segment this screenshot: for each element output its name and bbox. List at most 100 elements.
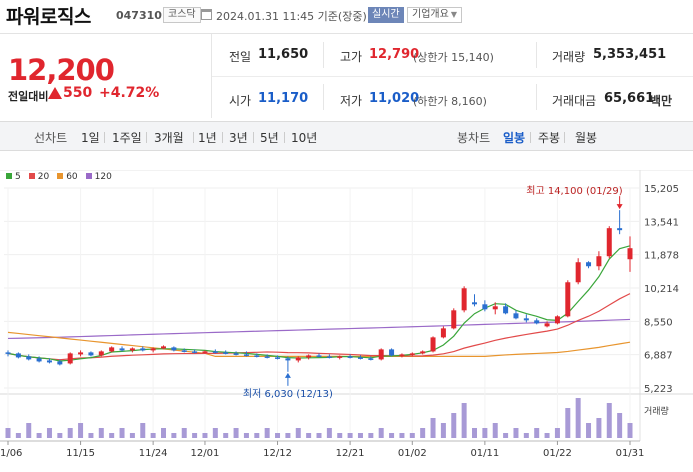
period-5y[interactable]: 5년 [260, 131, 279, 145]
stock-header: 파워로직스 047310 코스닥 2024.01.31 11:45 기준(장중)… [0, 0, 693, 30]
candle-monthly[interactable]: 월봉 [575, 131, 598, 145]
y-tick-label: 8,550 [644, 317, 673, 328]
upper-limit: (상한가 15,140) [413, 51, 494, 64]
candle-body [337, 356, 343, 358]
candle-body [399, 354, 405, 356]
candle-body [523, 318, 529, 321]
volume-bar [129, 433, 135, 438]
separator [530, 132, 531, 143]
high-label: 고가 [340, 50, 363, 64]
candle-body [534, 320, 540, 324]
quote-panel: 12,200 전일대비 550 +4.72% 전일 11,650 시가 11,1… [0, 33, 693, 118]
prev-close-label: 전일 [229, 50, 252, 64]
legend-label: 5 [15, 172, 21, 182]
legend-label: 20 [37, 172, 50, 182]
candle-body [389, 349, 395, 356]
volume-bar [586, 423, 592, 438]
volume-bar [565, 408, 571, 438]
candle-daily[interactable]: 일봉 [503, 131, 526, 145]
candle-body [140, 348, 146, 351]
stock-code: 047310 [116, 9, 162, 22]
candle-body [440, 328, 446, 338]
volume-bar [326, 428, 332, 438]
candle-body [181, 350, 187, 352]
prev-close-value: 11,650 [258, 47, 309, 62]
legend-item-ma5: 5 [6, 172, 21, 182]
volume-label: 거래량 [552, 50, 586, 64]
volume-bar [140, 423, 146, 438]
line-chart-label: 선차트 [34, 131, 68, 145]
low-label: 저가 [340, 94, 363, 108]
candle-body [513, 313, 519, 319]
legend-item-ma20: 20 [28, 172, 50, 182]
y-tick-label: 10,214 [644, 284, 679, 295]
volume-bar [523, 433, 529, 438]
period-3y[interactable]: 3년 [229, 131, 248, 145]
company-info-dropdown[interactable]: 기업개요 ▼ [407, 7, 462, 23]
volume-bar [617, 413, 623, 438]
volume-bar [243, 433, 249, 438]
candle-body [544, 323, 550, 327]
candle-body [26, 356, 32, 360]
lower-limit: (하한가 8,160) [413, 95, 487, 108]
volume-bar [181, 428, 187, 438]
candle-body [627, 248, 633, 260]
realtime-button[interactable]: 실시간 [368, 7, 404, 23]
candle-body [15, 353, 21, 358]
high-arrow-head [616, 204, 623, 210]
period-1y[interactable]: 1년 [198, 131, 217, 145]
ma5-line [7, 245, 631, 362]
market-badge: 코스닥 [163, 7, 201, 23]
volume-bar [275, 433, 281, 438]
volume-bar [192, 433, 198, 438]
candle-body [67, 353, 73, 364]
candle-body [46, 360, 52, 363]
ma20-line [7, 293, 631, 361]
volume-bar [57, 433, 63, 438]
candle-body [275, 357, 281, 359]
candle-body [357, 357, 363, 359]
volume-bar [26, 423, 32, 438]
chart-legend: 5 20 60 120 [6, 172, 120, 182]
volume-bar [233, 428, 239, 438]
volume-bar [306, 433, 312, 438]
volume-bar [409, 433, 415, 438]
calendar-icon [201, 9, 212, 20]
y-tick-label: 5,223 [644, 384, 673, 395]
candle-body [347, 356, 353, 358]
candle-body [503, 306, 509, 314]
candle-body [5, 352, 11, 354]
y-tick-label: 13,541 [644, 217, 679, 228]
candle-weekly[interactable]: 주봉 [538, 131, 561, 145]
separator [104, 132, 105, 143]
period-1d[interactable]: 1일 [81, 131, 100, 145]
candle-body [171, 347, 177, 351]
volume-bar [472, 428, 477, 438]
period-1w[interactable]: 1주일 [112, 131, 142, 145]
period-10y[interactable]: 10년 [291, 131, 318, 145]
volume-bar [337, 433, 343, 438]
period-3m[interactable]: 3개월 [154, 131, 184, 145]
volume-bar [627, 423, 633, 438]
divider [323, 42, 324, 68]
candle-body [420, 351, 426, 354]
separator [284, 132, 285, 143]
amount-label: 거래대금 [552, 94, 597, 108]
y-tick-label: 15,205 [644, 184, 679, 195]
candle-body [492, 306, 498, 310]
candle-body [565, 282, 571, 317]
volume-bar [98, 428, 104, 438]
x-tick-label: 11/24 [139, 448, 168, 459]
volume-bar [46, 428, 52, 438]
candle-body [617, 228, 623, 231]
x-tick-label: 12/21 [336, 448, 365, 459]
candle-body [472, 302, 477, 305]
candle-body [554, 316, 560, 324]
candle-body [243, 354, 249, 356]
amount-value: 65,661 [604, 91, 655, 106]
candle-body [264, 356, 270, 358]
x-tick-label: 12/12 [263, 448, 292, 459]
volume-bar [461, 403, 467, 438]
volume-bar [150, 433, 156, 438]
volume-bar [440, 423, 446, 438]
